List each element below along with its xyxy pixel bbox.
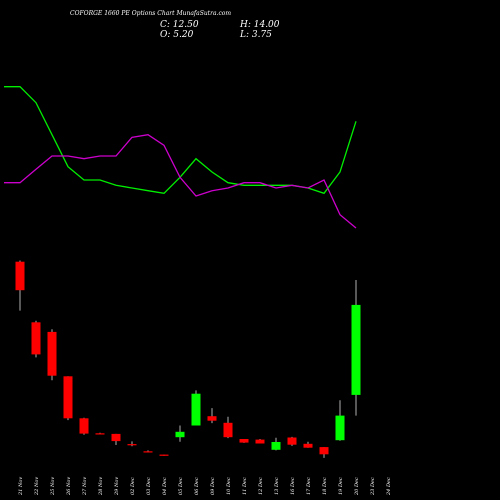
- candle: [223, 416, 233, 439]
- x-tick-label: 26 Nov: [66, 477, 72, 496]
- candle-body: [175, 431, 185, 438]
- candle-body: [303, 443, 313, 448]
- open-label: O: 5.20: [160, 30, 194, 40]
- candle-body: [191, 393, 201, 426]
- close-label: C: 12.50: [160, 20, 199, 30]
- candle: [15, 260, 25, 311]
- candle: [31, 320, 41, 358]
- candle-body: [63, 376, 73, 419]
- x-tick-label: 03 Dec: [146, 477, 152, 495]
- candle: [319, 447, 329, 458]
- x-tick-label: 28 Nov: [98, 477, 104, 496]
- high-label: H: 14.00: [239, 20, 280, 30]
- candle-body: [335, 415, 345, 441]
- x-tick-label: 12 Dec: [258, 477, 264, 495]
- candle: [79, 417, 89, 435]
- x-tick-label: 11 Dec: [242, 477, 248, 495]
- candle: [47, 329, 57, 381]
- x-tick-label: 27 Nov: [82, 477, 88, 496]
- x-tick-label: 13 Dec: [274, 477, 280, 495]
- candle-body: [271, 442, 281, 450]
- low-label: L: 3.75: [239, 30, 272, 40]
- x-tick-label: 25 Nov: [50, 477, 56, 496]
- candle: [159, 454, 169, 456]
- candle-body: [319, 447, 329, 455]
- x-tick-label: 20 Dec: [354, 477, 360, 496]
- candle-body: [111, 433, 121, 442]
- x-tick-label: 05 Dec: [178, 477, 184, 495]
- candle: [287, 436, 297, 446]
- candle-body: [127, 444, 137, 446]
- candle: [303, 441, 313, 448]
- x-tick-label: 24 Dec: [386, 477, 392, 496]
- candle: [111, 433, 121, 445]
- candles: [15, 260, 361, 458]
- x-axis: 21 Nov 22 Nov 25 Nov 26 Nov 27 Nov 28 Nov 29 N…: [18, 477, 392, 496]
- candle: [127, 441, 137, 447]
- candle-body: [159, 454, 169, 456]
- candle: [271, 437, 281, 451]
- x-tick-label: 16 Dec: [290, 477, 296, 495]
- x-tick-label: 21 Nov: [18, 477, 24, 496]
- candle: [63, 376, 73, 421]
- x-tick-label: 09 Dec: [210, 477, 216, 495]
- x-tick-label: 04 Dec: [162, 477, 168, 495]
- x-tick-label: 10 Dec: [226, 477, 232, 495]
- candle: [335, 400, 345, 441]
- candle-body: [143, 451, 153, 453]
- candle: [239, 439, 249, 443]
- candle-body: [47, 331, 57, 376]
- candle-body: [239, 439, 249, 443]
- candle: [143, 450, 153, 453]
- candle-body: [95, 433, 105, 435]
- candle: [191, 390, 201, 426]
- candle-body: [255, 439, 265, 444]
- candle: [207, 408, 217, 424]
- candle-body: [207, 416, 217, 421]
- x-tick-label: 06 Dec: [194, 477, 200, 495]
- indicator-lines: [4, 86, 357, 229]
- x-tick-label: 29 Nov: [114, 477, 120, 496]
- x-tick-label: 02 Dec: [130, 477, 136, 495]
- candle-body: [287, 437, 297, 445]
- x-tick-label: 19 Dec: [338, 477, 344, 495]
- candle-body: [79, 418, 89, 434]
- candle: [351, 280, 361, 416]
- candle-body: [15, 261, 25, 291]
- x-tick-label: 23 Dec: [370, 477, 376, 496]
- candle: [255, 439, 265, 444]
- indicator-line-2: [4, 134, 357, 229]
- candle: [95, 432, 105, 435]
- chart-title: COFORGE 1660 PE Options Chart MunafaSutr…: [70, 10, 231, 17]
- x-tick-label: 22 Nov: [34, 477, 40, 496]
- candle: [175, 425, 185, 442]
- candle-body: [31, 322, 41, 355]
- candle-body: [223, 422, 233, 438]
- x-tick-label: 17 Dec: [306, 477, 312, 495]
- candle-body: [351, 304, 361, 395]
- x-tick-label: 18 Dec: [322, 477, 328, 495]
